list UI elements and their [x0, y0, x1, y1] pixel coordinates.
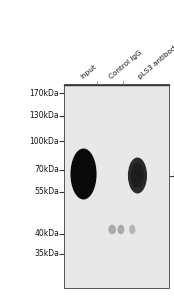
Ellipse shape	[108, 225, 116, 234]
Ellipse shape	[129, 225, 135, 234]
Ellipse shape	[74, 156, 93, 192]
Text: 100kDa: 100kDa	[30, 136, 59, 146]
Text: 55kDa: 55kDa	[34, 188, 59, 196]
Text: 35kDa: 35kDa	[34, 249, 59, 258]
Text: Input: Input	[79, 63, 97, 80]
Text: 70kDa: 70kDa	[34, 165, 59, 174]
Text: 170kDa: 170kDa	[30, 88, 59, 98]
Text: pLS3 antibody: pLS3 antibody	[137, 42, 174, 80]
Ellipse shape	[128, 158, 147, 194]
Text: 130kDa: 130kDa	[30, 111, 59, 120]
Text: Control IgG: Control IgG	[108, 49, 143, 80]
Ellipse shape	[78, 164, 89, 184]
Bar	[64, 84, 169, 288]
Ellipse shape	[134, 168, 141, 183]
Ellipse shape	[131, 163, 144, 188]
Ellipse shape	[117, 225, 124, 234]
Text: PLS3: PLS3	[172, 171, 174, 180]
Ellipse shape	[70, 148, 97, 200]
Text: 40kDa: 40kDa	[34, 230, 59, 238]
